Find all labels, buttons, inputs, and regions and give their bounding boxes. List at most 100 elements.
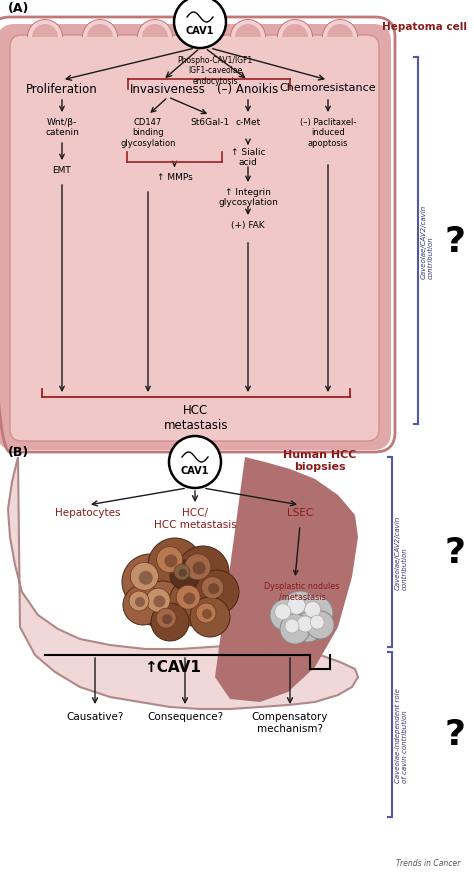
Circle shape	[293, 612, 323, 642]
Text: CD147
binding
glycosylation: CD147 binding glycosylation	[120, 118, 176, 147]
Polygon shape	[8, 458, 358, 709]
Text: LSEC: LSEC	[287, 508, 313, 517]
Text: HCC/
HCC metastasis: HCC/ HCC metastasis	[154, 508, 237, 529]
Circle shape	[185, 554, 211, 581]
Circle shape	[156, 547, 182, 573]
Wedge shape	[187, 25, 213, 38]
Text: (–) Paclitaxel-
induced
apoptosis: (–) Paclitaxel- induced apoptosis	[300, 118, 356, 147]
Circle shape	[148, 538, 202, 592]
Circle shape	[270, 599, 302, 631]
Text: Hepatoma cell: Hepatoma cell	[382, 22, 467, 32]
Circle shape	[179, 569, 187, 577]
Text: Caveolae/CAV2/cavin
contribution: Caveolae/CAV2/cavin contribution	[421, 204, 434, 278]
Text: Hepatocytes: Hepatocytes	[55, 508, 121, 517]
Circle shape	[139, 571, 153, 585]
Wedge shape	[327, 25, 353, 38]
Circle shape	[183, 593, 195, 605]
Wedge shape	[87, 25, 113, 38]
Text: ↑CAV1: ↑CAV1	[144, 660, 201, 674]
Text: (+) FAK: (+) FAK	[231, 221, 265, 230]
Circle shape	[195, 570, 239, 614]
Circle shape	[174, 565, 190, 581]
Circle shape	[297, 617, 313, 632]
Circle shape	[122, 554, 178, 610]
Circle shape	[139, 581, 187, 630]
Text: Wnt/β-
catenin: Wnt/β- catenin	[45, 118, 79, 137]
Wedge shape	[230, 20, 266, 38]
Wedge shape	[182, 20, 218, 38]
Circle shape	[176, 586, 200, 610]
Wedge shape	[277, 20, 313, 38]
Circle shape	[190, 597, 230, 638]
Wedge shape	[28, 21, 62, 38]
Text: ?: ?	[445, 717, 465, 752]
Text: Dysplastic nodules
/metastasis: Dysplastic nodules /metastasis	[264, 581, 340, 601]
Text: (B): (B)	[8, 446, 29, 459]
FancyBboxPatch shape	[10, 36, 379, 441]
Text: ?: ?	[445, 535, 465, 569]
Circle shape	[156, 609, 176, 629]
Circle shape	[299, 596, 333, 631]
Wedge shape	[183, 21, 217, 38]
Text: Trends in Cancer: Trends in Cancer	[396, 858, 460, 867]
Text: CAV1: CAV1	[181, 466, 209, 475]
Text: CAV1: CAV1	[186, 26, 214, 36]
Circle shape	[151, 603, 189, 641]
Circle shape	[177, 546, 229, 598]
Circle shape	[129, 591, 149, 611]
Text: ↑ Integrin
glycosylation: ↑ Integrin glycosylation	[218, 188, 278, 207]
Circle shape	[305, 602, 320, 618]
FancyBboxPatch shape	[0, 25, 391, 451]
Circle shape	[169, 578, 217, 626]
Text: Chemoresistance: Chemoresistance	[280, 83, 376, 93]
Circle shape	[275, 604, 291, 620]
Text: Compensatory
mechanism?: Compensatory mechanism?	[252, 711, 328, 733]
Text: Phospho-CAV1/IGF1
IGF1-caveolae
endocytosis: Phospho-CAV1/IGF1 IGF1-caveolae endocyto…	[177, 56, 253, 86]
Text: c-Met: c-Met	[236, 118, 261, 127]
Text: Caveolae-independent role
of cavin contribution: Caveolae-independent role of cavin contr…	[395, 688, 408, 782]
Circle shape	[192, 562, 206, 575]
Circle shape	[202, 610, 212, 619]
Wedge shape	[138, 21, 172, 38]
Circle shape	[282, 591, 318, 627]
Text: Human HCC
biopsies: Human HCC biopsies	[283, 450, 357, 471]
Wedge shape	[27, 20, 63, 38]
Text: EMT: EMT	[53, 166, 72, 175]
Wedge shape	[235, 25, 261, 38]
Text: (A): (A)	[8, 2, 29, 15]
Circle shape	[123, 585, 163, 625]
Circle shape	[146, 588, 170, 612]
Wedge shape	[323, 21, 357, 38]
Text: St6Gal-1: St6Gal-1	[191, 118, 229, 127]
Wedge shape	[322, 20, 358, 38]
Text: HCC
metastasis: HCC metastasis	[164, 403, 228, 431]
Text: Causative?: Causative?	[66, 711, 124, 721]
Circle shape	[170, 560, 200, 590]
Circle shape	[162, 615, 172, 624]
Circle shape	[169, 437, 221, 488]
Circle shape	[164, 555, 177, 567]
Polygon shape	[215, 458, 358, 702]
Wedge shape	[282, 25, 308, 38]
Text: Consequence?: Consequence?	[147, 711, 223, 721]
Wedge shape	[83, 21, 117, 38]
Text: Proliferation: Proliferation	[26, 83, 98, 96]
Wedge shape	[231, 21, 265, 38]
Circle shape	[201, 577, 224, 599]
Wedge shape	[142, 25, 168, 38]
Wedge shape	[278, 21, 312, 38]
Circle shape	[196, 603, 216, 624]
Circle shape	[306, 611, 334, 639]
Text: ?: ?	[445, 225, 465, 258]
Circle shape	[208, 583, 219, 595]
Text: ↑ MMPs: ↑ MMPs	[156, 173, 192, 182]
Wedge shape	[32, 25, 58, 38]
Text: ↑ Sialic
acid: ↑ Sialic acid	[231, 148, 265, 168]
Circle shape	[287, 596, 305, 615]
Text: Caveolae/CAV2/cavin
contribution: Caveolae/CAV2/cavin contribution	[395, 516, 408, 589]
Circle shape	[310, 616, 324, 630]
Wedge shape	[137, 20, 173, 38]
Text: (–) Anoikis: (–) Anoikis	[218, 83, 279, 96]
Circle shape	[130, 563, 158, 591]
Circle shape	[135, 597, 145, 607]
